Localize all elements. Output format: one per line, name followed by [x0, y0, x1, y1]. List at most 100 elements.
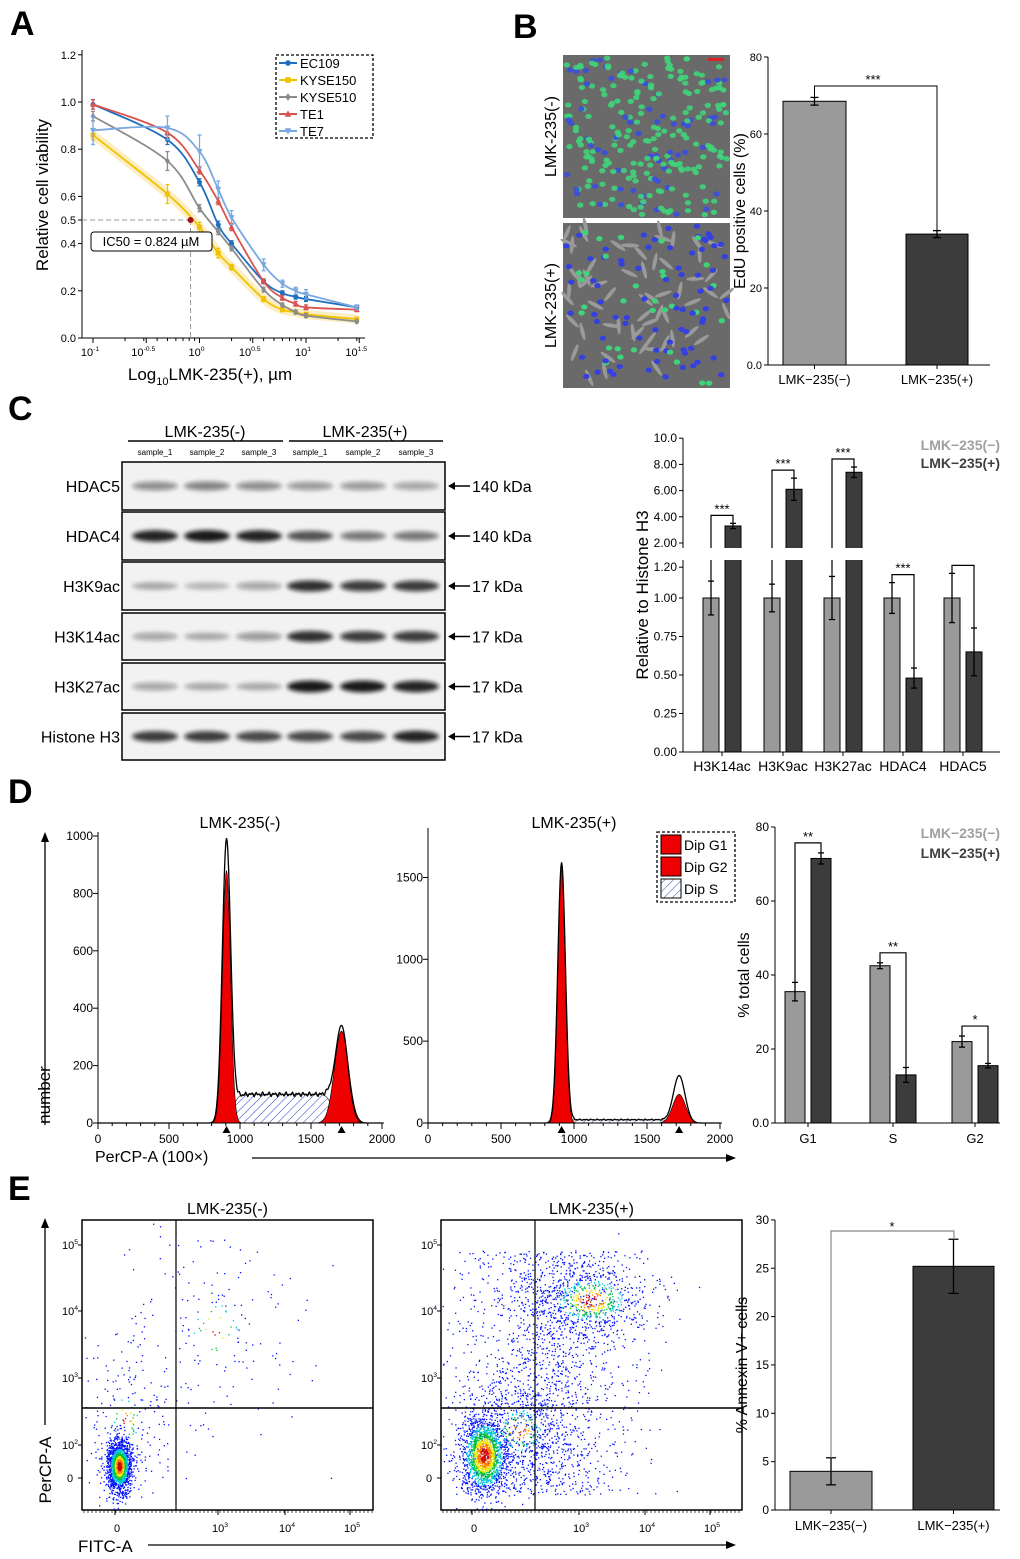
scatter-point	[548, 1396, 551, 1399]
scatter-point	[504, 1432, 506, 1434]
scatter-point	[531, 1463, 534, 1465]
cell-nucleus	[583, 149, 590, 155]
scatter-point	[117, 1448, 120, 1450]
scatter-point	[484, 1476, 487, 1478]
scatter-point	[185, 1342, 187, 1344]
scatter-point	[186, 1451, 188, 1453]
scatter-point	[180, 1386, 182, 1388]
cell-nucleus	[637, 204, 644, 210]
scatter-point	[128, 1474, 131, 1476]
protein-label: Histone H3	[41, 730, 120, 747]
scatter-point	[586, 1397, 589, 1399]
cell-nucleus	[682, 109, 689, 116]
scatter-point	[567, 1303, 569, 1306]
scatter-point	[127, 1486, 129, 1489]
scatter-point	[509, 1444, 511, 1447]
scatter-point	[532, 1315, 534, 1317]
scatter-point	[455, 1409, 457, 1411]
scatter-point	[548, 1470, 550, 1473]
scatter-point	[569, 1327, 571, 1329]
scatter-point	[495, 1385, 497, 1387]
scatter-point	[130, 1420, 132, 1422]
scatter-point	[568, 1444, 570, 1446]
scatter-point	[547, 1414, 549, 1416]
x-tick-label: 101.5	[345, 346, 367, 359]
cell-nucleus	[723, 156, 731, 162]
scatter-point	[128, 1459, 130, 1461]
scatter-point	[129, 1412, 132, 1414]
scatter-point	[589, 1462, 592, 1464]
scatter-point	[548, 1341, 551, 1343]
scatter-point	[121, 1367, 123, 1369]
scatter-point	[129, 1484, 131, 1486]
scatter-point	[510, 1256, 512, 1258]
scatter-point	[115, 1456, 117, 1458]
scatter-point	[582, 1431, 584, 1433]
bar-control	[763, 597, 781, 753]
scatter-point	[515, 1269, 517, 1272]
scatter-point	[606, 1397, 608, 1399]
cell-nucleus	[641, 296, 648, 302]
cell-nucleus	[658, 238, 665, 244]
scatter-point	[584, 1254, 586, 1257]
scatter-point	[211, 1292, 213, 1294]
scatter-point	[543, 1334, 545, 1336]
scatter-point	[556, 1346, 559, 1348]
scatter-point	[521, 1466, 523, 1469]
scatter-point	[204, 1412, 207, 1414]
scatter-point	[490, 1353, 492, 1356]
cell-nucleus	[626, 203, 633, 210]
scatter-point	[523, 1466, 525, 1468]
scatter-point	[603, 1251, 605, 1253]
scatter-point	[478, 1496, 480, 1498]
scatter-point	[120, 1451, 123, 1453]
scatter-point	[115, 1430, 117, 1432]
cell-nucleus	[577, 202, 584, 208]
scatter-point	[492, 1428, 494, 1430]
scatter-point	[533, 1442, 535, 1444]
scatter-point	[116, 1471, 118, 1473]
scatter-point	[497, 1500, 500, 1503]
significance-label: *	[972, 1012, 977, 1027]
scatter-point	[449, 1355, 452, 1357]
scatter-point	[113, 1487, 115, 1489]
x-tick-label: 2000	[369, 1132, 396, 1146]
scatter-point	[128, 1468, 130, 1470]
cell-nucleus	[623, 134, 631, 140]
scatter-point	[532, 1288, 534, 1290]
scatter-point	[122, 1419, 124, 1421]
scatter-point	[117, 1442, 119, 1444]
cell-body	[621, 268, 638, 278]
scatter-point	[116, 1413, 118, 1415]
cell-nucleus	[645, 367, 653, 373]
scatter-point	[225, 1311, 227, 1313]
scatter-point	[626, 1276, 628, 1278]
cell-nucleus	[590, 277, 597, 284]
legend-label: LMK−235(+)	[921, 845, 1000, 861]
scatter-point	[122, 1449, 125, 1451]
scatter-point	[636, 1410, 639, 1412]
scatter-point	[150, 1470, 153, 1472]
cell-nucleus	[588, 60, 596, 66]
scatter-point	[128, 1433, 130, 1435]
scatter-point	[128, 1465, 130, 1468]
arrow-head	[448, 482, 455, 490]
cell-body	[651, 360, 662, 376]
scatter-point	[527, 1270, 529, 1272]
scatter-point	[578, 1473, 580, 1476]
scatter-point	[469, 1324, 471, 1327]
scatter-point	[525, 1397, 527, 1399]
scatter-point	[509, 1464, 511, 1466]
scatter-point	[120, 1488, 122, 1490]
scatter-point	[603, 1289, 605, 1291]
scatter-point	[498, 1358, 500, 1360]
scatter-point	[224, 1273, 226, 1275]
scatter-point	[119, 1447, 122, 1449]
cell-nucleus	[627, 142, 634, 148]
scatter-point	[541, 1292, 543, 1295]
cell-nucleus	[581, 165, 589, 171]
scatter-point	[516, 1350, 519, 1352]
scatter-point	[130, 1383, 133, 1386]
scatter-point	[539, 1303, 541, 1306]
cell-nucleus	[677, 68, 684, 74]
